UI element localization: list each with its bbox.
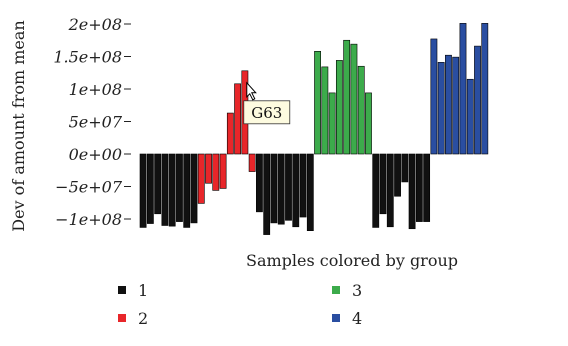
bar-group-1[interactable] [285, 153, 292, 221]
bar-group-2[interactable] [212, 153, 220, 191]
bar-group-1[interactable] [146, 153, 154, 224]
y-tick-label: −5e+07 [55, 178, 123, 197]
bar-group-1[interactable] [379, 153, 387, 215]
legend-swatch [118, 314, 126, 322]
bar-group-4[interactable] [474, 45, 481, 155]
tooltip-box [243, 100, 291, 125]
y-tick-label: 2e+08 [68, 15, 122, 34]
bar-group-2[interactable] [234, 83, 242, 155]
y-axis: 2e+08 1.5e+08 1e+08 5e+07 0e+00 −5e+07 −1e+08 [53, 15, 131, 229]
bars [139, 23, 489, 235]
legend: 1 2 3 4 [118, 281, 362, 328]
bar-group-1[interactable] [183, 153, 191, 228]
bar-group-1[interactable] [415, 153, 423, 222]
bar-group-2[interactable] [205, 153, 212, 184]
bar-group-4[interactable] [430, 38, 438, 155]
bar-group-1[interactable] [386, 153, 394, 228]
tooltip-text: G63 [251, 104, 282, 122]
legend-label: 4 [352, 309, 362, 328]
bar-group-1[interactable] [423, 153, 431, 222]
bar-group-1[interactable] [292, 153, 300, 228]
bar-group-1[interactable] [394, 153, 401, 197]
bar-group-2[interactable] [197, 153, 205, 204]
bar-group-3[interactable] [357, 65, 365, 155]
bar-group-1[interactable] [168, 153, 176, 227]
bar-group-4[interactable] [459, 23, 467, 155]
bar-group-1[interactable] [277, 153, 285, 225]
x-axis-label: Samples colored by group [246, 251, 458, 270]
bar-group-1[interactable] [306, 153, 314, 231]
bar-group-2[interactable] [219, 153, 227, 189]
bar-group-2[interactable] [248, 153, 256, 172]
bar-group-3[interactable] [314, 50, 321, 155]
y-tick-label: 0e+00 [69, 145, 122, 164]
bar-group-4[interactable] [466, 78, 474, 155]
tooltip: G63 [243, 81, 291, 125]
legend-label: 2 [138, 309, 148, 328]
bar-group-1[interactable] [154, 153, 162, 215]
y-tick-label: 1e+08 [69, 80, 122, 99]
bar-group-4[interactable] [437, 62, 445, 155]
bar-group-1[interactable] [270, 153, 278, 224]
legend-swatch [332, 286, 340, 294]
bar-group-1[interactable] [299, 153, 307, 218]
legend-swatch [118, 286, 126, 294]
bar-group-1[interactable] [190, 153, 198, 224]
bar-group-1[interactable] [161, 153, 169, 226]
bar-group-4[interactable] [445, 54, 452, 155]
bar-group-1[interactable] [256, 153, 263, 213]
bar-group-1[interactable] [408, 153, 416, 230]
bar-group-1[interactable] [401, 153, 409, 183]
legend-label: 3 [352, 281, 362, 300]
y-axis-label: Dev of amount from mean [9, 20, 28, 231]
y-tick-label: −1e+08 [55, 210, 122, 229]
pointer-cursor-icon [246, 81, 257, 101]
bar-group-3[interactable] [343, 39, 351, 155]
bar-group-1[interactable] [176, 153, 183, 222]
bar-group-1[interactable] [372, 153, 380, 228]
legend-swatch [332, 314, 340, 322]
y-tick-label: 5e+07 [69, 113, 123, 132]
bar-group-3[interactable] [321, 66, 329, 155]
bar-group-3[interactable] [328, 92, 336, 155]
bar-group-3[interactable] [350, 43, 358, 155]
bar-group-3[interactable] [365, 92, 372, 155]
bar-group-3[interactable] [335, 60, 343, 155]
bar-group-1[interactable] [263, 153, 271, 235]
bar-group-4[interactable] [452, 56, 460, 155]
y-tick-label: 1.5e+08 [53, 48, 122, 67]
legend-label: 1 [138, 281, 148, 300]
bar-group-4[interactable] [481, 23, 489, 155]
bar-group-1[interactable] [139, 153, 147, 228]
bar-group-2[interactable] [226, 112, 234, 155]
